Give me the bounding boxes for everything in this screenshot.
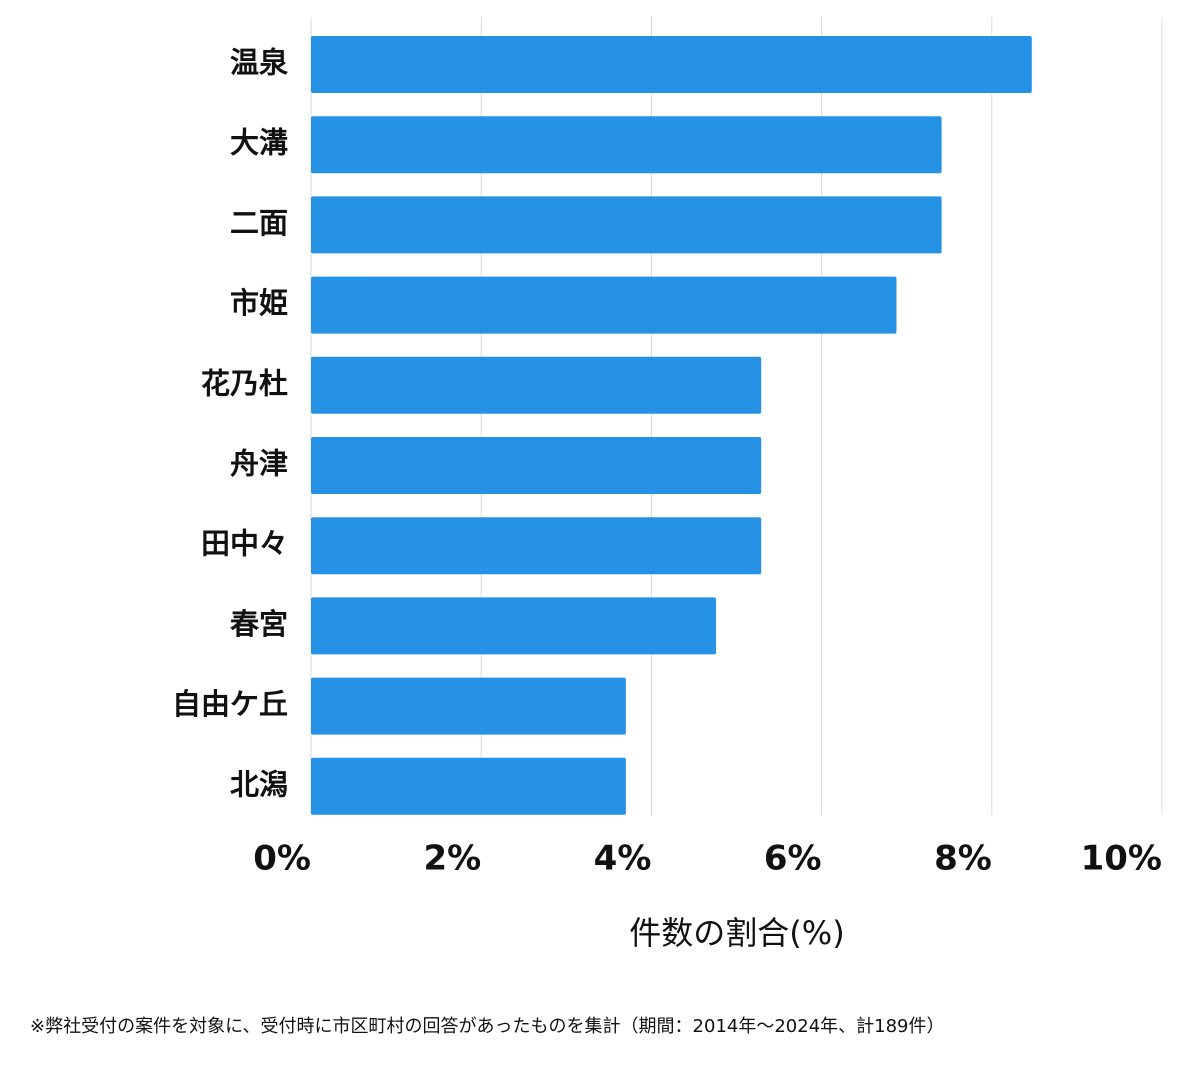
x-tick-label: 2% <box>423 839 481 879</box>
x-tick-label: 4% <box>594 839 652 879</box>
bar <box>311 356 762 414</box>
x-tick-label: 10% <box>1081 839 1162 879</box>
x-tick-label: 0% <box>253 839 311 879</box>
bar <box>311 757 626 815</box>
x-tick-label: 8% <box>934 839 992 879</box>
y-tick-label: 市姫 <box>230 286 288 320</box>
bar <box>311 196 942 254</box>
y-tick-label: 大溝 <box>230 126 288 160</box>
bar <box>311 677 626 735</box>
bar <box>311 597 717 655</box>
y-tick-label: 北潟 <box>230 767 288 801</box>
y-tick-label: 田中々 <box>201 527 288 561</box>
y-tick-label: 舟津 <box>230 447 288 481</box>
y-tick-label: 花乃杜 <box>201 366 288 400</box>
bar <box>311 437 762 494</box>
footnote: ※弊社受付の案件を対象に、受付時に市区町村の回答があったものを集計（期間：201… <box>30 1016 945 1037</box>
bar <box>311 36 1032 93</box>
y-tick-label: 温泉 <box>230 46 289 80</box>
y-tick-label: 春宮 <box>230 607 288 641</box>
x-tick-label: 6% <box>764 839 822 879</box>
bar <box>311 276 897 334</box>
y-tick-label: 自由ケ丘 <box>172 687 288 721</box>
x-axis-title: 件数の割合(%) <box>629 914 844 952</box>
bar <box>311 517 762 575</box>
bar <box>311 116 942 174</box>
y-tick-label: 二面 <box>230 206 288 240</box>
